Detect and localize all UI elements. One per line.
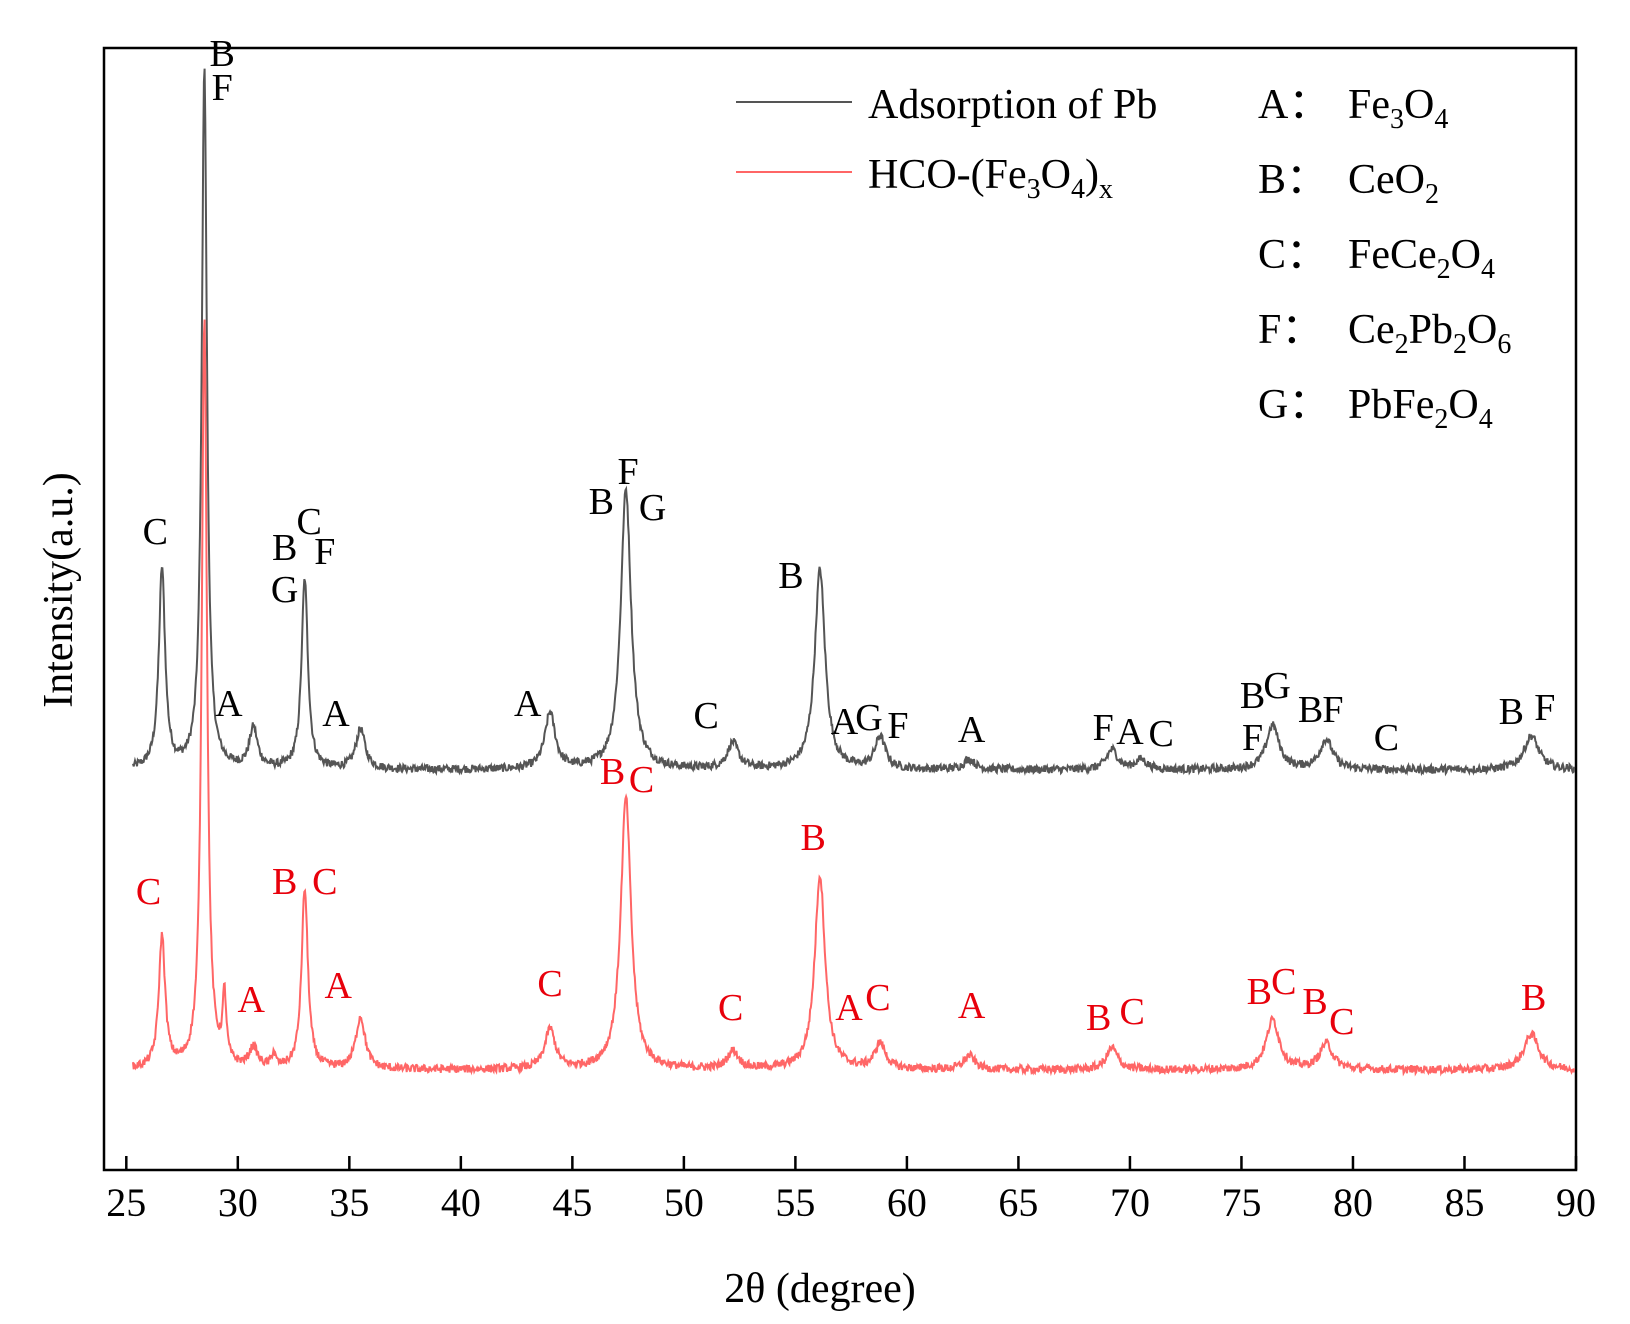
y-axis-label: Intensity(a.u.) xyxy=(36,472,82,708)
peak-label: G xyxy=(1263,665,1290,707)
legend: Adsorption of Pb HCO-(Fe3O4)x xyxy=(736,82,1157,205)
plot-frame xyxy=(102,46,1578,1172)
x-tick-label: 80 xyxy=(1333,1180,1373,1225)
peak-label: A xyxy=(514,683,542,725)
x-tick-label: 85 xyxy=(1444,1180,1484,1225)
x-tick-label: 35 xyxy=(329,1180,369,1225)
peak-label: B xyxy=(1521,977,1546,1019)
peak-label: A xyxy=(958,709,986,751)
peak-label: F xyxy=(212,67,233,109)
peak-label: B xyxy=(600,751,625,793)
peak-label: A xyxy=(835,987,863,1029)
x-axis-ticks: 25 30 35 40 45 50 55 60 65 70 75 80 85 90 xyxy=(106,1156,1596,1225)
peak-label: B xyxy=(272,861,297,903)
peak-label: F xyxy=(1534,687,1555,729)
peak-label: A xyxy=(237,979,265,1021)
peak-label: C xyxy=(629,759,654,801)
peak-label: B xyxy=(801,817,826,859)
peak-label: B xyxy=(589,481,614,523)
peak-label: B xyxy=(778,555,803,597)
phase-formula: CeO2 xyxy=(1348,157,1439,210)
peak-label: C xyxy=(537,963,562,1005)
phase-key-letter: A： xyxy=(1258,82,1330,128)
phase-entry: F： Ce2Pb2O6 xyxy=(1258,307,1511,360)
peak-label: A xyxy=(322,693,350,735)
x-tick-label: 70 xyxy=(1110,1180,1150,1225)
x-tick-label: 30 xyxy=(218,1180,258,1225)
phase-formula: Ce2Pb2O6 xyxy=(1348,307,1511,360)
phase-key: A： Fe3O4 B： CeO2 C： FeCe2O4 F： Ce2Pb2O6 G： PbFe2O… xyxy=(1258,82,1511,435)
peak-label: B xyxy=(1086,997,1111,1039)
peak-label: C xyxy=(1271,961,1296,1003)
peak-label: C xyxy=(718,987,743,1029)
phase-key-letter: F： xyxy=(1258,307,1323,353)
peak-label: A xyxy=(324,965,352,1007)
x-tick-label: 45 xyxy=(552,1180,592,1225)
series-line-1 xyxy=(132,68,1576,777)
phase-formula: PbFe2O4 xyxy=(1348,382,1493,435)
legend-label-1: Adsorption of Pb xyxy=(868,82,1157,128)
series-line-2 xyxy=(132,319,1576,1077)
peak-label: A xyxy=(958,985,986,1027)
x-axis-label: 2θ (degree) xyxy=(724,1266,916,1312)
peak-label: F xyxy=(618,451,639,493)
peak-label: G xyxy=(271,569,298,611)
phase-key-letter: C： xyxy=(1258,232,1328,278)
peak-label: C xyxy=(1119,991,1144,1033)
x-tick-label: 55 xyxy=(775,1180,815,1225)
peak-label: C xyxy=(143,511,168,553)
peak-label: B xyxy=(1499,691,1524,733)
peak-label: A xyxy=(831,701,859,743)
peak-label: F xyxy=(1322,689,1343,731)
phase-entry: C： FeCe2O4 xyxy=(1258,232,1495,285)
x-tick-label: 90 xyxy=(1556,1180,1596,1225)
peak-label: A xyxy=(1116,711,1144,753)
x-tick-label: 75 xyxy=(1221,1180,1261,1225)
peak-label: C xyxy=(694,695,719,737)
peak-label: B xyxy=(272,527,297,569)
peak-label: F xyxy=(314,531,335,573)
legend-label-2: HCO-(Fe3O4)x xyxy=(868,152,1113,205)
x-tick-label: 25 xyxy=(106,1180,146,1225)
peak-label: B xyxy=(1240,675,1265,717)
phase-key-letter: G： xyxy=(1258,382,1330,428)
phase-entry: A： Fe3O4 xyxy=(1258,82,1448,135)
phase-formula: Fe3O4 xyxy=(1348,82,1448,135)
peak-label: C xyxy=(312,861,337,903)
peak-label: F xyxy=(1242,717,1263,759)
peak-label: B xyxy=(1247,971,1272,1013)
phase-key-letter: B： xyxy=(1258,157,1328,203)
peak-label: C xyxy=(1374,717,1399,759)
phase-formula: FeCe2O4 xyxy=(1348,232,1495,285)
x-tick-label: 50 xyxy=(664,1180,704,1225)
x-tick-label: 65 xyxy=(998,1180,1038,1225)
x-tick-label: 60 xyxy=(887,1180,927,1225)
series-layer xyxy=(132,68,1576,1077)
peak-label: B xyxy=(1302,981,1327,1023)
peak-label: G xyxy=(855,697,882,739)
peak-label: C xyxy=(136,871,161,913)
peak-label: F xyxy=(1093,707,1114,749)
peak-label: G xyxy=(639,487,666,529)
phase-entry: B： CeO2 xyxy=(1258,157,1439,210)
peak-label: C xyxy=(297,501,322,543)
peak-label: F xyxy=(887,705,908,747)
peak-label: C xyxy=(1329,1001,1354,1043)
phase-entry: G： PbFe2O4 xyxy=(1258,382,1493,435)
peak-label: C xyxy=(865,977,890,1019)
peak-label: B xyxy=(1298,689,1323,731)
x-tick-label: 40 xyxy=(441,1180,481,1225)
peak-label: B xyxy=(210,33,235,75)
peak-label: C xyxy=(1148,713,1173,755)
peak-label: A xyxy=(215,683,243,725)
